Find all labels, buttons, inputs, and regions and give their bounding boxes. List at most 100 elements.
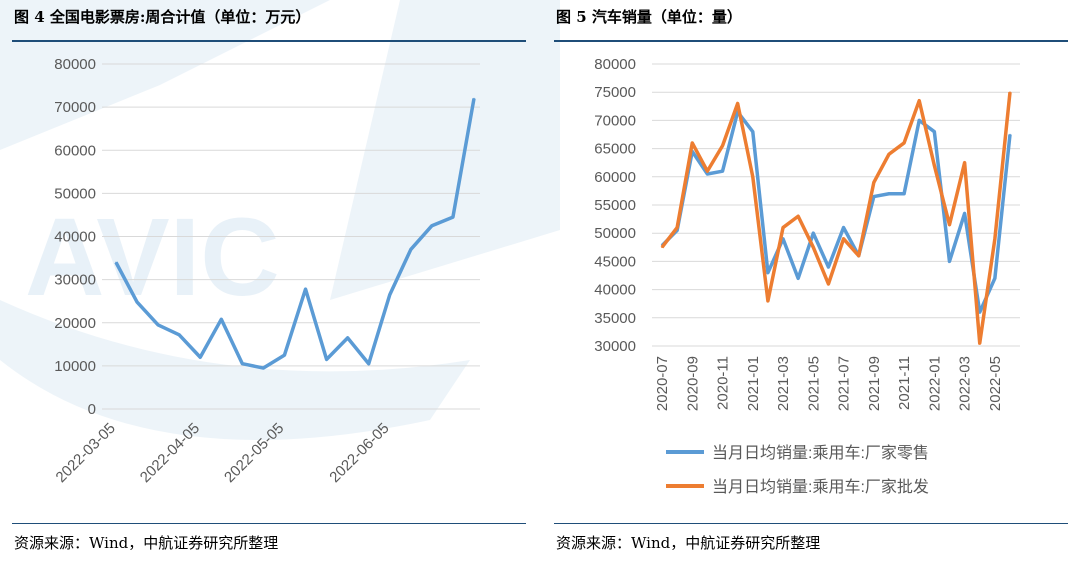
data-point <box>963 161 966 164</box>
x-tick-label: 2021-05 <box>805 356 822 411</box>
data-point <box>178 334 180 336</box>
legend-label: 当月日均销量:乘用车:厂家零售 <box>712 444 929 462</box>
data-point <box>367 362 370 365</box>
data-point <box>767 271 769 274</box>
y-tick-label: 50000 <box>54 185 96 202</box>
data-point <box>721 170 724 172</box>
y-tick-label: 35000 <box>594 310 636 327</box>
data-point <box>262 367 265 369</box>
data-point <box>903 142 905 144</box>
x-tick-label: 2021-11 <box>896 356 913 410</box>
data-point <box>473 97 475 100</box>
y-tick-label: 40000 <box>54 229 96 246</box>
data-point <box>676 226 678 229</box>
y-tick-label: 10000 <box>54 358 96 375</box>
x-tick-label: 2022-06-05 <box>326 420 392 486</box>
data-point <box>797 277 799 280</box>
data-point <box>751 176 754 178</box>
data-point <box>220 318 223 321</box>
x-tick-label: 2022-01 <box>926 356 943 411</box>
left-source-rule <box>12 523 526 524</box>
data-point <box>888 192 890 195</box>
y-tick-label: 80000 <box>54 56 96 73</box>
right-chart: 30000 35000 40000 45000 50000 55000 60000 65000… <box>594 56 1020 496</box>
y-tick-label: 60000 <box>54 142 96 159</box>
y-tick-label: 75000 <box>594 84 636 101</box>
x-tick-label: 2021-03 <box>775 356 792 411</box>
y-tick-label: 70000 <box>54 99 96 116</box>
data-point <box>782 238 784 240</box>
x-tick-label: 2022-03 <box>957 356 974 411</box>
data-point <box>888 153 890 156</box>
x-tick-label: 2022-03-05 <box>53 420 119 486</box>
data-point <box>452 216 454 218</box>
data-point <box>994 277 996 280</box>
left-source-note: 资源来源：Wind，中航证券研究所整理 <box>14 534 279 552</box>
right-source-rule <box>554 523 1068 524</box>
data-point <box>918 119 921 122</box>
data-point <box>812 246 815 249</box>
data-point <box>948 223 951 226</box>
data-point <box>157 324 159 326</box>
watermark-text: AVIC <box>25 196 280 319</box>
series-line-wholesale <box>660 92 1012 345</box>
data-point <box>994 238 996 240</box>
right-title-rule <box>554 40 1068 42</box>
data-point <box>751 130 754 133</box>
data-point <box>1009 91 1011 93</box>
data-point <box>241 362 244 365</box>
y-tick-label: 65000 <box>594 141 636 158</box>
left-figure-title: 图 4 全国电影票房:周合计值（单位：万元） <box>14 8 311 26</box>
data-point <box>410 248 412 251</box>
data-point <box>388 293 391 296</box>
data-point <box>691 142 694 144</box>
x-tick-label: 2021-07 <box>836 356 853 411</box>
y-tick-label: 55000 <box>594 197 636 214</box>
x-tick-label: 2022-05-05 <box>221 420 287 486</box>
data-point <box>918 99 921 102</box>
data-point <box>827 283 830 285</box>
data-point <box>933 130 936 133</box>
data-point <box>978 342 981 344</box>
x-tick-label: 2020-09 <box>684 356 701 411</box>
y-tick-label: 30000 <box>54 272 96 289</box>
data-point <box>857 254 860 257</box>
x-tick-label: 2021-01 <box>745 356 762 411</box>
series-line-retail <box>660 110 1012 314</box>
data-point <box>812 232 815 234</box>
data-point <box>873 181 875 184</box>
y-tick-label: 80000 <box>594 56 636 73</box>
data-point <box>199 356 202 359</box>
data-point <box>933 164 936 167</box>
data-point <box>873 195 875 198</box>
x-tick-label: 2020-07 <box>654 356 671 411</box>
data-point <box>948 260 951 263</box>
y-tick-label: 20000 <box>54 315 96 332</box>
legend-label: 当月日均销量:乘用车:厂家批发 <box>712 478 929 496</box>
data-point <box>706 173 709 175</box>
data-point <box>842 238 845 240</box>
data-point <box>721 144 724 147</box>
left-title-rule <box>12 40 526 42</box>
right-source-note: 资源来源：Wind，中航证券研究所整理 <box>556 534 821 552</box>
data-point <box>325 358 328 361</box>
y-tick-label: 40000 <box>594 282 636 299</box>
data-point <box>1009 133 1011 136</box>
data-point <box>842 226 845 229</box>
data-point <box>978 311 981 313</box>
data-point <box>963 212 966 215</box>
right-figure-title: 图 5 汽车销量（单位：量） <box>556 8 742 26</box>
x-tick-label: 2021-09 <box>866 356 883 411</box>
x-tick-label: 2022-04-05 <box>137 420 203 486</box>
data-point <box>304 288 307 290</box>
x-tick-label: 2022-05 <box>987 356 1004 411</box>
data-point <box>827 266 830 268</box>
data-point <box>782 226 784 229</box>
y-tick-label: 70000 <box>594 112 636 129</box>
left-chart: 0 10000 20000 30000 40000 50000 60000 70000 8000… <box>53 56 480 486</box>
series-line-box-office <box>114 98 476 370</box>
data-point <box>115 261 117 264</box>
y-tick-label: 0 <box>88 401 96 418</box>
y-tick-label: 30000 <box>594 338 636 355</box>
